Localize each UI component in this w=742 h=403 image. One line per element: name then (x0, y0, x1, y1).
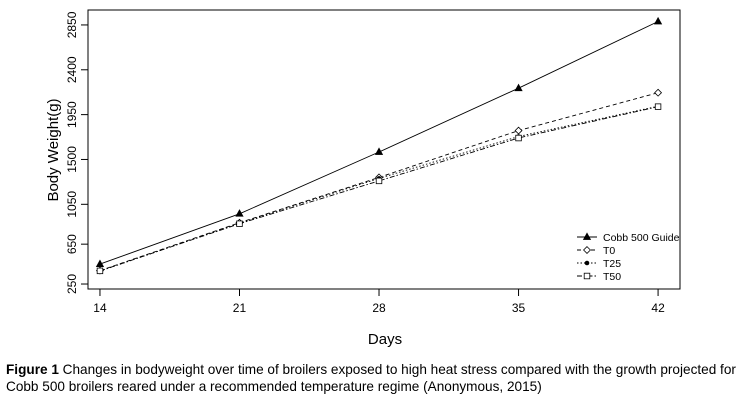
series-markers (95, 16, 663, 275)
y-tick-label: 2850 (65, 11, 79, 38)
figure-caption: Figure 1 Changes in bodyweight over time… (6, 361, 738, 395)
data-point (96, 267, 104, 275)
x-tick-label: 42 (651, 301, 665, 315)
data-point (514, 126, 523, 135)
x-axis: 14 21 28 35 42 (93, 289, 665, 315)
legend-marker (582, 232, 592, 240)
y-tick-label: 1500 (65, 146, 79, 173)
legend-entry: T50 (603, 271, 621, 283)
data-point (235, 209, 244, 217)
legend-entry: Cobb 500 Guide (603, 232, 680, 244)
x-tick-label: 14 (93, 301, 107, 315)
x-tick-label: 28 (372, 301, 386, 315)
data-point (654, 88, 663, 97)
figure-caption-text: Changes in bodyweight over time of broil… (6, 362, 736, 394)
x-tick-label: 35 (512, 301, 526, 315)
legend-marker (584, 260, 590, 266)
body-weight-chart: 14 21 28 35 42 250 650 1050 1500 1950 2400 2850 Da… (45, 9, 681, 348)
y-tick-label: 1050 (65, 191, 79, 218)
series-line (99, 21, 659, 265)
legend-entry: T0 (603, 245, 615, 257)
data-point (515, 134, 522, 142)
legend-entry: T25 (603, 258, 621, 270)
data-point (654, 103, 662, 110)
y-tick-label: 650 (65, 234, 79, 254)
data-point (514, 83, 523, 92)
data-point (236, 220, 243, 227)
plot-frame (87, 9, 681, 290)
data-point (375, 177, 383, 185)
x-axis-label: Days (368, 331, 402, 348)
data-point (374, 147, 384, 155)
x-tick-label: 21 (233, 301, 247, 315)
y-tick-label: 1950 (65, 101, 79, 128)
series-line (99, 105, 659, 272)
series-line (99, 106, 659, 272)
y-axis: 250 650 1050 1500 1950 2400 2850 (65, 11, 88, 294)
y-axis-label: Body Weight(g) (45, 98, 62, 201)
y-tick-label: 2400 (65, 56, 79, 83)
y-tick-label: 250 (65, 274, 79, 294)
series-lines (99, 21, 659, 272)
legend-marker (583, 246, 591, 254)
data-point (653, 16, 663, 25)
legend-marker (583, 272, 591, 280)
figure-label: Figure 1 (6, 362, 59, 377)
